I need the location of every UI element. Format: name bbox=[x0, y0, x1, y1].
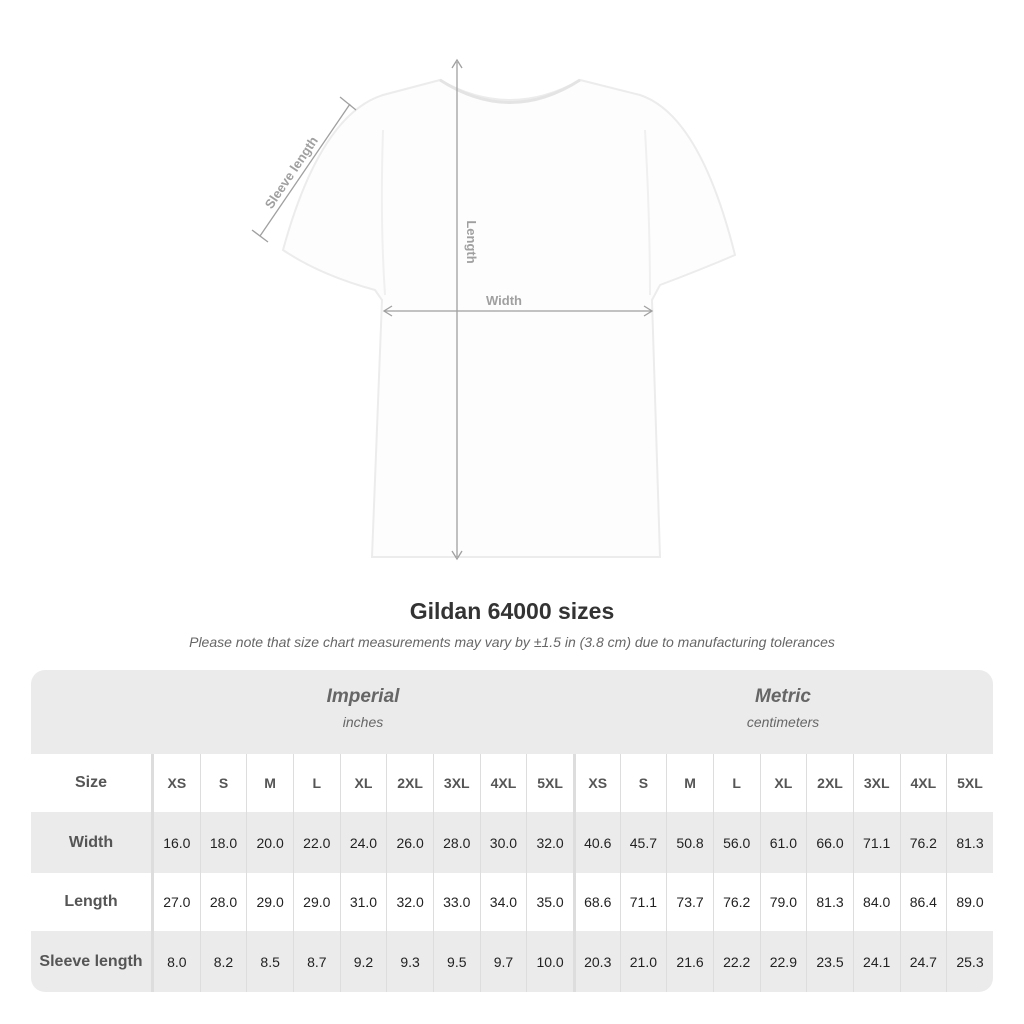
row-label: Length bbox=[31, 873, 153, 931]
tshirt-shape bbox=[281, 78, 737, 558]
table-row: Length 27.0 28.0 29.0 29.0 31.0 32.0 33.0 34.0 35… bbox=[31, 873, 993, 931]
table-cell: 23.5 bbox=[806, 931, 853, 992]
table-cell: 8.2 bbox=[199, 931, 247, 992]
size-header-imperial: 3XL bbox=[432, 754, 480, 812]
table-cell: 22.2 bbox=[712, 931, 760, 992]
table-cell: 33.0 bbox=[432, 873, 480, 931]
table-cell: 24.1 bbox=[852, 931, 900, 992]
size-header-metric: 2XL bbox=[806, 754, 853, 812]
size-header-imperial: XL bbox=[339, 754, 387, 812]
size-header-imperial: 2XL bbox=[386, 754, 433, 812]
table-cell: 81.3 bbox=[946, 812, 993, 873]
length-label: Length bbox=[464, 220, 479, 263]
table-cell: 81.3 bbox=[806, 873, 853, 931]
size-header-imperial: XS bbox=[153, 754, 200, 812]
size-label: Size bbox=[31, 754, 153, 812]
table-cell: 32.0 bbox=[526, 812, 573, 873]
table-cell: 28.0 bbox=[199, 873, 247, 931]
row-label: Sleeve length bbox=[31, 931, 153, 992]
table-cell: 27.0 bbox=[153, 873, 200, 931]
table-cell: 79.0 bbox=[759, 873, 807, 931]
table-cell: 22.9 bbox=[759, 931, 807, 992]
table-cell: 35.0 bbox=[526, 873, 573, 931]
size-header-imperial: L bbox=[292, 754, 340, 812]
imperial-group: Imperial inches bbox=[153, 686, 573, 730]
table-cell: 8.7 bbox=[292, 931, 340, 992]
table-cell: 20.3 bbox=[572, 931, 620, 992]
size-header-metric: S bbox=[619, 754, 667, 812]
table-cell: 84.0 bbox=[852, 873, 900, 931]
table-cell: 31.0 bbox=[339, 873, 387, 931]
table-cell: 21.6 bbox=[666, 931, 713, 992]
table-cell: 61.0 bbox=[759, 812, 807, 873]
table-row: Width 16.0 18.0 20.0 22.0 24.0 26.0 28.0 30.0 32.… bbox=[31, 812, 993, 873]
size-header-imperial: S bbox=[199, 754, 247, 812]
table-cell: 66.0 bbox=[806, 812, 853, 873]
tshirt-illustration: Sleeve length Length Width bbox=[251, 58, 737, 561]
table-cell: 71.1 bbox=[852, 812, 900, 873]
size-header-metric: 4XL bbox=[899, 754, 947, 812]
table-cell: 45.7 bbox=[619, 812, 667, 873]
table-cell: 86.4 bbox=[899, 873, 947, 931]
table-cell: 29.0 bbox=[292, 873, 340, 931]
table-cell: 9.3 bbox=[386, 931, 433, 992]
table-cell: 8.0 bbox=[153, 931, 200, 992]
chart-title: Gildan 64000 sizes bbox=[409, 598, 615, 624]
table-cell: 50.8 bbox=[666, 812, 713, 873]
table-cell: 40.6 bbox=[572, 812, 620, 873]
size-header-metric: 3XL bbox=[852, 754, 900, 812]
table-cell: 89.0 bbox=[946, 873, 993, 931]
table-cell: 18.0 bbox=[199, 812, 247, 873]
table-cell: 21.0 bbox=[619, 931, 667, 992]
table-cell: 26.0 bbox=[386, 812, 433, 873]
table-cell: 32.0 bbox=[386, 873, 433, 931]
size-header-metric: 5XL bbox=[946, 754, 993, 812]
table-cell: 24.0 bbox=[339, 812, 387, 873]
size-header-metric: L bbox=[712, 754, 760, 812]
table-cell: 28.0 bbox=[432, 812, 480, 873]
table-cell: 8.5 bbox=[246, 931, 293, 992]
table-cell: 30.0 bbox=[479, 812, 527, 873]
table-cell: 24.7 bbox=[899, 931, 947, 992]
size-header-imperial: 4XL bbox=[479, 754, 527, 812]
size-header-row: Size XS S M L XL 2XL 3XL 4XL 5XL XS S M L XL 2XL 3XL 4XL 5… bbox=[31, 754, 993, 812]
size-header-metric: XS bbox=[572, 754, 620, 812]
table-cell: 9.7 bbox=[479, 931, 527, 992]
size-table: Imperial inches Metric centimeters Size X… bbox=[31, 670, 993, 992]
table-cell: 16.0 bbox=[153, 812, 200, 873]
width-label: Width bbox=[486, 293, 522, 308]
metric-unit: centimeters bbox=[746, 714, 820, 730]
table-cell: 9.2 bbox=[339, 931, 387, 992]
imperial-title: Imperial bbox=[326, 686, 400, 707]
table-cell: 34.0 bbox=[479, 873, 527, 931]
table-cell: 9.5 bbox=[432, 931, 480, 992]
metric-group: Metric centimeters bbox=[573, 686, 993, 730]
unit-header: Imperial inches Metric centimeters bbox=[31, 670, 993, 754]
size-header-imperial: 5XL bbox=[526, 754, 573, 812]
table-cell: 22.0 bbox=[292, 812, 340, 873]
table-cell: 76.2 bbox=[712, 873, 760, 931]
table-cell: 68.6 bbox=[572, 873, 620, 931]
table-cell: 29.0 bbox=[246, 873, 293, 931]
imperial-unit: inches bbox=[342, 714, 384, 730]
table-row: Sleeve length 8.0 8.2 8.5 8.7 9.2 9.3 9.5 9.7 10.… bbox=[31, 931, 993, 992]
table-cell: 71.1 bbox=[619, 873, 667, 931]
metric-title: Metric bbox=[755, 686, 811, 707]
table-cell: 56.0 bbox=[712, 812, 760, 873]
measure-lines bbox=[251, 58, 654, 561]
size-header-imperial: M bbox=[246, 754, 293, 812]
table-cell: 25.3 bbox=[946, 931, 993, 992]
tolerance-note: Please note that size chart measurements… bbox=[189, 634, 835, 650]
size-header-metric: XL bbox=[759, 754, 807, 812]
table-cell: 10.0 bbox=[526, 931, 573, 992]
row-label: Width bbox=[31, 812, 153, 873]
table-cell: 73.7 bbox=[666, 873, 713, 931]
table-cell: 20.0 bbox=[246, 812, 293, 873]
table-cell: 76.2 bbox=[899, 812, 947, 873]
size-header-metric: M bbox=[666, 754, 713, 812]
